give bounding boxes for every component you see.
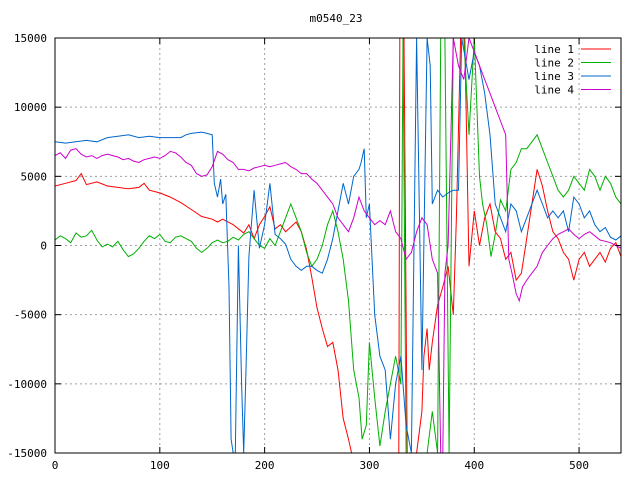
series-line-2	[55, 38, 621, 453]
y-tick-label: 15000	[14, 32, 47, 45]
x-tick-label: 300	[360, 459, 380, 472]
axis-ticks: 0 100 200 300 400 500 -15000 -10000 -5000 0 5000 10…	[7, 32, 621, 472]
grid	[55, 38, 621, 453]
series-line-3	[55, 38, 621, 453]
legend-label-4: line 4	[534, 84, 574, 97]
y-tick-label: -15000	[7, 447, 47, 460]
y-tick-label: -10000	[7, 378, 47, 391]
legend-label-2: line 2	[534, 57, 574, 70]
y-tick-label: -5000	[14, 309, 47, 322]
legend-label-1: line 1	[534, 43, 574, 56]
x-tick-label: 0	[52, 459, 59, 472]
legend-label-3: line 3	[534, 70, 574, 83]
series-line-1	[55, 38, 621, 453]
series-lines	[55, 38, 621, 453]
x-tick-label: 100	[150, 459, 170, 472]
y-tick-label: 5000	[21, 170, 48, 183]
x-tick-label: 500	[569, 459, 589, 472]
x-tick-label: 200	[255, 459, 275, 472]
y-tick-label: 10000	[14, 101, 47, 114]
x-tick-label: 400	[464, 459, 484, 472]
y-tick-label: 0	[40, 240, 47, 253]
chart-title: m0540_23	[310, 12, 363, 25]
series-line-4	[55, 38, 621, 453]
